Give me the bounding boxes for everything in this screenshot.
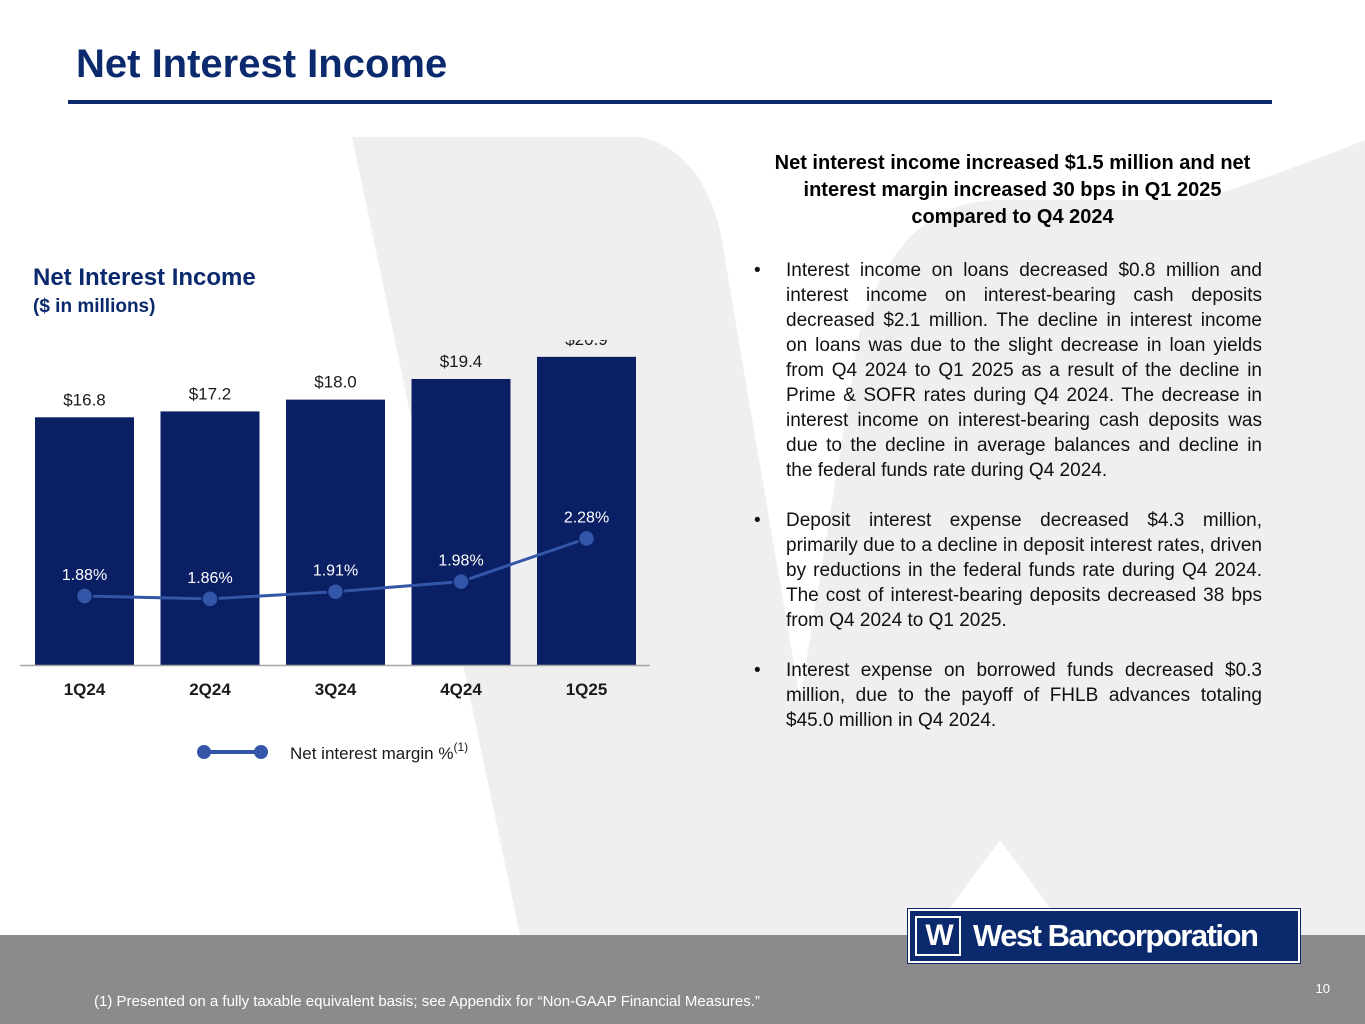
footnote: (1) Presented on a fully taxable equival…	[94, 993, 760, 1010]
bar-2Q24	[160, 411, 260, 665]
margin-value-label: 2.28%	[564, 510, 609, 527]
bar-value-label: $18.0	[314, 373, 357, 392]
legend-label-text: Net interest margin %	[290, 744, 453, 763]
legend-superscript: (1)	[453, 740, 468, 754]
margin-point-3Q24	[326, 582, 345, 601]
margin-point-1Q24	[75, 587, 94, 605]
margin-value-label: 1.88%	[62, 567, 107, 584]
bar-4Q24	[411, 378, 511, 665]
x-tick-label: 4Q24	[440, 680, 482, 699]
bar-value-label: $17.2	[189, 384, 232, 403]
bullet-symbol: •	[754, 510, 761, 531]
bullet-text: Interest expense on borrowed funds decre…	[786, 660, 1262, 731]
margin-value-label: 1.91%	[313, 563, 358, 580]
logo-wordmark: West Bancorporation	[973, 918, 1259, 953]
margin-point-2Q24	[201, 590, 219, 608]
chart-heading: Net Interest Income	[33, 264, 256, 291]
logo-w-mark: W	[915, 916, 961, 956]
bar-3Q24	[286, 399, 385, 665]
bar-1Q25	[537, 356, 636, 665]
margin-value-label: 1.86%	[187, 570, 232, 587]
west-bancorporation-logo: W West Bancorporation	[908, 909, 1300, 963]
bullet-text: Interest income on loans decreased $0.8 …	[786, 260, 1262, 481]
bar-1Q24	[35, 417, 134, 665]
x-tick-label: 1Q25	[566, 680, 608, 699]
legend-dot-right	[254, 745, 268, 759]
bullet-symbol: •	[754, 660, 761, 681]
bullet-item-borrowed-funds: • Interest expense on borrowed funds decr…	[752, 658, 1262, 733]
bar-value-label: $19.4	[440, 352, 483, 371]
page-title: Net Interest Income	[76, 42, 448, 86]
bullet-item-loans: • Interest income on loans decreased $0.8…	[752, 258, 1262, 483]
bar-value-label: $20.9	[565, 340, 608, 349]
chart-subheading: ($ in millions)	[33, 296, 156, 317]
title-divider	[68, 100, 1272, 104]
bullet-symbol: •	[754, 260, 761, 281]
x-tick-label: 1Q24	[64, 680, 106, 699]
margin-point-4Q24	[452, 572, 470, 591]
x-tick-label: 2Q24	[189, 680, 231, 699]
legend-dot-left	[197, 745, 211, 759]
bar-value-label: $16.8	[63, 390, 106, 409]
net-interest-income-chart: $16.8 1Q24 $17.2 2Q24 $18.0 3Q24 $19.4 4Q24 $20.…	[20, 340, 650, 763]
summary-bullet-list: • Interest income on loans decreased $0.8…	[752, 258, 1262, 758]
x-tick-label: 3Q24	[315, 680, 357, 699]
bullet-item-deposits: • Deposit interest expense decreased $4.3…	[752, 508, 1262, 633]
margin-point-1Q25	[577, 529, 596, 548]
legend-label: Net interest margin %(1)	[290, 740, 468, 763]
margin-value-label: 1.98%	[438, 553, 483, 570]
summary-heading: Net interest income increased $1.5 milli…	[774, 152, 1251, 228]
page-number: 10	[1315, 981, 1330, 996]
bullet-text: Deposit interest expense decreased $4.3 …	[786, 510, 1262, 631]
